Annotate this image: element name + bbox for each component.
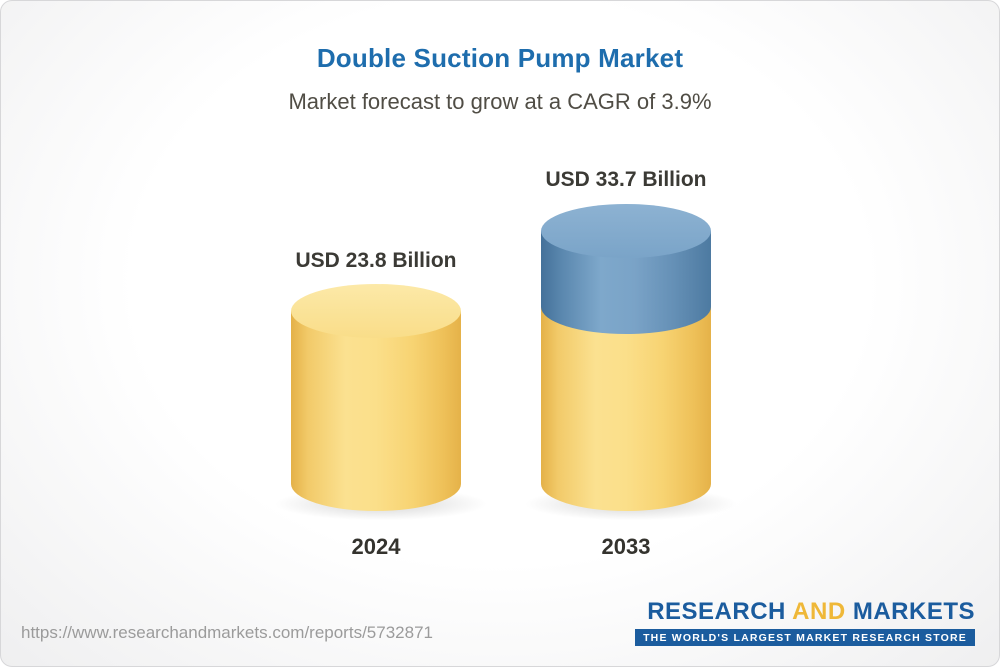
logo-word-and: AND	[792, 598, 846, 625]
chart-subtitle: Market forecast to grow at a CAGR of 3.9…	[288, 89, 712, 114]
bar-2024	[291, 284, 461, 511]
bar-2033-top-ellipse	[541, 204, 711, 258]
category-label-2033: 2033	[601, 534, 651, 559]
chart-title: Double Suction Pump Market	[316, 43, 684, 73]
logo-wordmark: RESEARCH AND MARKETS	[635, 598, 975, 626]
category-label-2024: 2024	[351, 534, 401, 559]
logo-word-markets: MARKETS	[852, 598, 975, 625]
bar-2033-base-segment	[541, 307, 711, 511]
value-label-2033: USD 33.7 Billion	[545, 168, 707, 191]
logo-word-research: RESEARCH	[647, 598, 786, 625]
bar-2024-top-ellipse	[291, 284, 461, 338]
bar-2033	[541, 204, 711, 511]
bar-2024-body-segment	[291, 311, 461, 511]
value-label-2024: USD 23.8 Billion	[295, 249, 457, 272]
logo-tagline: THE WORLD'S LARGEST MARKET RESEARCH STOR…	[635, 629, 975, 646]
research-and-markets-logo: RESEARCH AND MARKETS THE WORLD'S LARGEST…	[635, 598, 975, 646]
report-url-link[interactable]: https://www.researchandmarkets.com/repor…	[21, 623, 433, 642]
